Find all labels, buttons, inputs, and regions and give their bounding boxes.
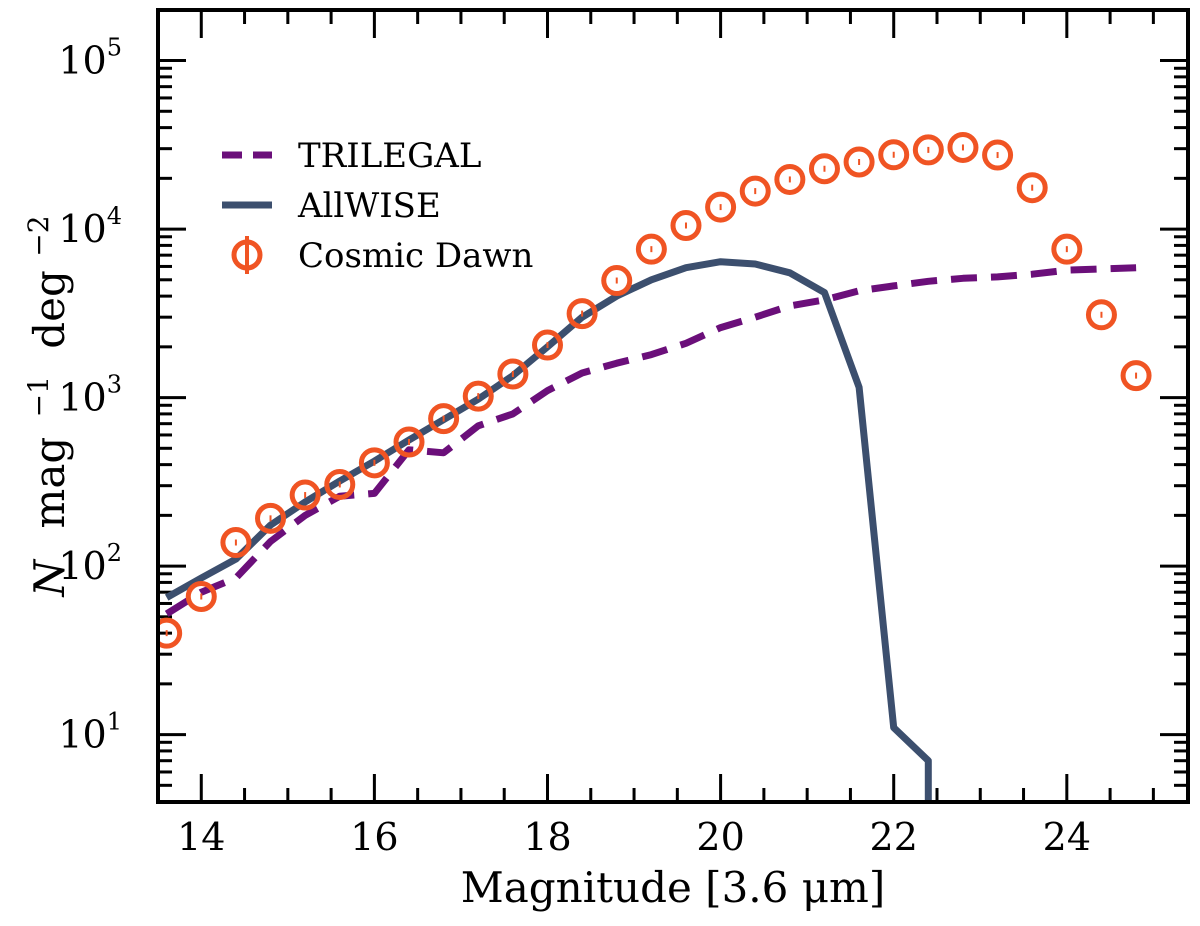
- y-axis-symbol: N: [25, 559, 74, 598]
- marker-cosmic-dawn: [912, 134, 944, 166]
- y-tick-label: 102: [58, 539, 122, 588]
- series-group: [158, 131, 1152, 802]
- marker-cosmic-dawn: [158, 617, 183, 649]
- marker-cosmic-dawn: [739, 175, 771, 207]
- marker-cosmic-dawn: [497, 358, 529, 390]
- y-tick-label-base: 10: [58, 39, 106, 83]
- y-axis-title: N mag −1 deg −2: [9, 215, 74, 597]
- marker-cosmic-dawn: [220, 527, 252, 559]
- marker-cosmic-dawn: [531, 329, 563, 361]
- series-layer: [158, 131, 1152, 802]
- y-tick-label-exponent: 5: [107, 34, 122, 62]
- marker-cosmic-dawn: [774, 163, 806, 195]
- marker-cosmic-dawn: [843, 146, 875, 178]
- legend: TRILEGAL AllWISE Cosmic Dawn: [222, 136, 533, 276]
- marker-cosmic-dawn: [324, 468, 356, 500]
- y-tick-label-base: 10: [58, 544, 106, 588]
- marker-cosmic-dawn: [289, 479, 321, 511]
- marker-cosmic-dawn: [185, 580, 217, 612]
- marker-cosmic-dawn: [982, 139, 1014, 171]
- y-axis-unit-deg: deg: [25, 270, 74, 349]
- y-tick-label-base: 10: [58, 713, 106, 757]
- x-tick-label: 20: [696, 815, 744, 859]
- marker-cosmic-dawn: [705, 191, 737, 223]
- legend-label-trilegal: TRILEGAL: [298, 136, 481, 176]
- tick-layer: [156, 10, 1188, 804]
- legend-swatch-cosmic-dawn: [231, 239, 263, 271]
- marker-cosmic-dawn: [808, 153, 840, 185]
- x-tick-label: 14: [177, 815, 225, 859]
- y-tick-label: 101: [58, 708, 122, 757]
- y-tick-label: 104: [58, 202, 122, 251]
- x-axis-title: Magnitude [3.6 μm]: [461, 863, 885, 912]
- y-tick-label: 103: [58, 371, 122, 420]
- y-tick-label-base: 10: [58, 207, 106, 251]
- marker-cosmic-dawn: [947, 131, 979, 163]
- series-line-trilegal: [164, 264, 1137, 617]
- legend-label-allwise: AllWISE: [297, 186, 441, 226]
- x-tick-label: 18: [523, 815, 571, 859]
- marker-cosmic-dawn: [428, 403, 460, 435]
- marker-cosmic-dawn: [878, 139, 910, 171]
- y-tick-label-exponent: 2: [107, 539, 122, 567]
- marker-cosmic-dawn: [358, 447, 390, 479]
- y-tick-label-base: 10: [58, 376, 106, 420]
- plot-frame: [156, 8, 1190, 804]
- marker-cosmic-dawn: [601, 265, 633, 297]
- marker-cosmic-dawn: [1051, 233, 1083, 265]
- y-axis-exp-2: −2: [22, 215, 55, 256]
- marker-cosmic-dawn: [566, 298, 598, 330]
- y-tick-label-exponent: 3: [107, 371, 122, 399]
- marker-cosmic-dawn: [1016, 172, 1048, 204]
- marker-cosmic-dawn: [462, 380, 494, 412]
- x-tick-label: 24: [1043, 815, 1091, 859]
- marker-cosmic-dawn: [255, 502, 287, 534]
- marker-cosmic-dawn: [1120, 360, 1152, 392]
- marker-cosmic-dawn: [670, 209, 702, 241]
- marker-cosmic-dawn: [393, 426, 425, 458]
- marker-cosmic-dawn: [1085, 299, 1117, 331]
- x-tick-label: 22: [870, 815, 918, 859]
- x-tick-label: 16: [350, 815, 398, 859]
- y-tick-label-exponent: 1: [107, 708, 122, 736]
- y-axis-exp-1: −1: [22, 376, 55, 417]
- marker-cosmic-dawn: [635, 233, 667, 265]
- y-tick-label-exponent: 4: [107, 202, 122, 230]
- legend-label-cosmic-dawn: Cosmic Dawn: [298, 236, 533, 276]
- y-tick-label: 105: [58, 34, 122, 83]
- y-axis-unit-mag: mag: [25, 437, 74, 529]
- x-tick-labels: 14 16 18 20 22 24: [177, 815, 1091, 859]
